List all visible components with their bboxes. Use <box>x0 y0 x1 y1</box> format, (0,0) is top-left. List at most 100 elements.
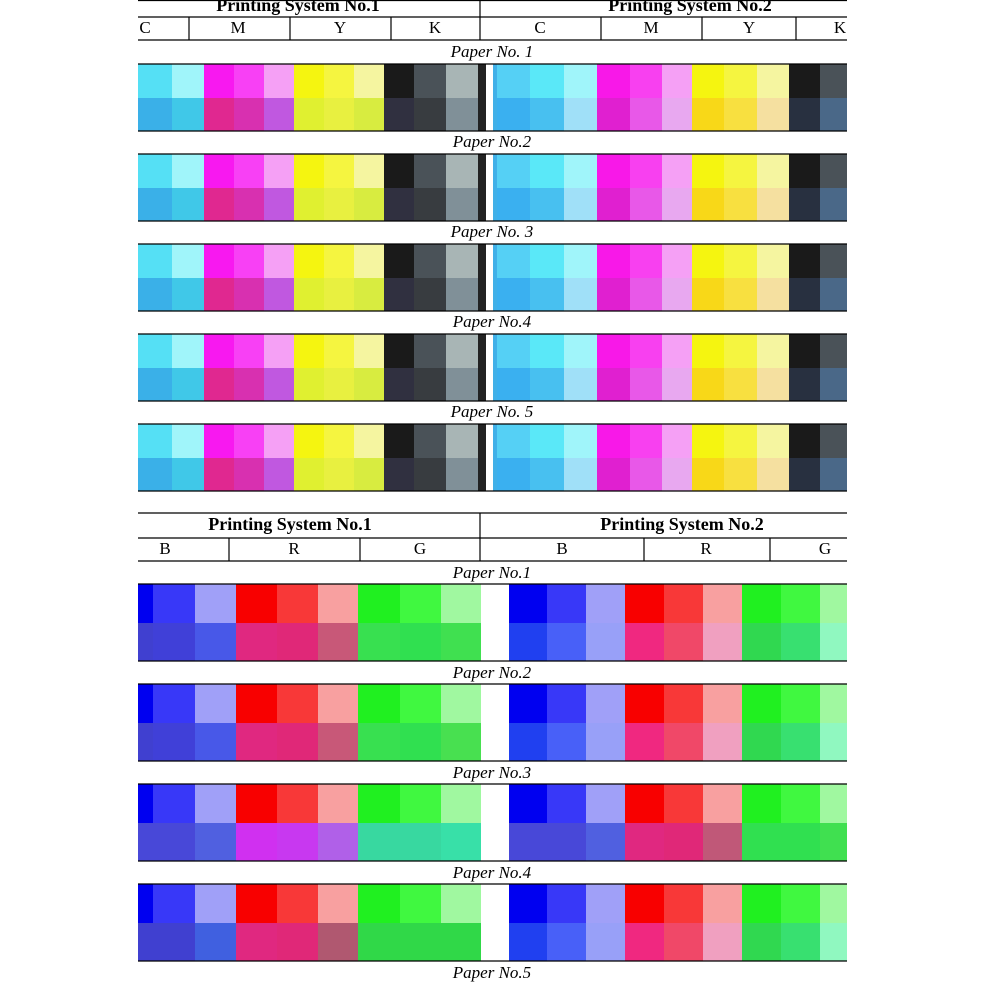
swatch <box>509 584 547 623</box>
swatch <box>354 154 384 188</box>
swatch <box>264 154 294 188</box>
swatch <box>446 244 478 278</box>
swatch <box>692 98 724 131</box>
swatch <box>236 684 277 723</box>
paper-label: Paper No.5 <box>452 963 531 982</box>
swatch <box>446 188 478 221</box>
swatch <box>414 98 446 131</box>
swatch <box>234 334 264 368</box>
swatch <box>324 334 354 368</box>
swatch <box>236 823 277 861</box>
swatch <box>264 368 294 401</box>
swatch <box>264 98 294 131</box>
swatch <box>400 684 441 723</box>
swatch <box>781 584 820 623</box>
swatch <box>781 884 820 923</box>
swatch <box>724 154 757 188</box>
swatch <box>414 244 446 278</box>
swatch <box>358 823 400 861</box>
swatch <box>625 823 664 861</box>
swatch <box>138 784 153 823</box>
swatch <box>138 278 172 311</box>
swatch <box>294 98 324 131</box>
swatch <box>789 424 820 458</box>
swatch <box>625 723 664 761</box>
swatch <box>234 188 264 221</box>
swatch <box>236 584 277 623</box>
swatch <box>384 458 414 491</box>
swatch <box>564 334 597 368</box>
swatch <box>662 368 692 401</box>
swatch <box>414 64 446 98</box>
swatch <box>703 723 742 761</box>
swatch <box>414 278 446 311</box>
swatch <box>138 188 172 221</box>
swatch <box>414 424 446 458</box>
swatch <box>564 278 597 311</box>
swatch <box>414 458 446 491</box>
swatch <box>742 784 781 823</box>
separator <box>478 154 486 221</box>
column-label: B <box>159 539 170 558</box>
swatch <box>384 244 414 278</box>
swatch <box>757 154 789 188</box>
column-label: G <box>819 539 831 558</box>
swatch <box>586 884 625 923</box>
swatch <box>820 424 847 458</box>
swatch <box>742 623 781 661</box>
separator <box>493 244 497 311</box>
swatch <box>630 98 662 131</box>
swatch <box>630 368 662 401</box>
swatch <box>820 98 847 131</box>
swatch <box>324 154 354 188</box>
swatch <box>195 823 236 861</box>
swatch <box>586 784 625 823</box>
swatch <box>530 98 564 131</box>
swatch <box>153 784 195 823</box>
swatch <box>172 98 204 131</box>
swatch <box>625 884 664 923</box>
swatch <box>757 278 789 311</box>
swatch <box>724 244 757 278</box>
swatch <box>724 188 757 221</box>
swatch <box>497 154 530 188</box>
swatch <box>400 923 441 961</box>
swatch <box>318 923 358 961</box>
swatch <box>509 684 547 723</box>
swatch <box>530 334 564 368</box>
swatch <box>277 623 318 661</box>
swatch <box>630 278 662 311</box>
swatch <box>530 64 564 98</box>
swatch <box>664 684 703 723</box>
swatch <box>789 278 820 311</box>
swatch <box>820 923 847 961</box>
swatch <box>692 458 724 491</box>
separator <box>478 334 486 401</box>
swatch <box>400 784 441 823</box>
swatch <box>400 823 441 861</box>
swatch <box>234 424 264 458</box>
swatch <box>294 458 324 491</box>
swatch <box>692 64 724 98</box>
swatch <box>441 584 481 623</box>
swatch <box>318 784 358 823</box>
swatch <box>236 723 277 761</box>
swatch <box>509 723 547 761</box>
swatch <box>564 64 597 98</box>
swatch <box>820 64 847 98</box>
swatch <box>294 334 324 368</box>
swatch <box>703 584 742 623</box>
paper-label: Paper No.4 <box>452 863 532 882</box>
swatch <box>400 584 441 623</box>
swatch <box>597 424 630 458</box>
section-header: Printing System No.1 <box>216 0 380 15</box>
column-label: Y <box>743 18 755 37</box>
swatch <box>277 584 318 623</box>
swatch <box>204 64 234 98</box>
swatch <box>820 334 847 368</box>
figure-content: Printing System No.1 Printing System No.2… <box>138 0 847 982</box>
swatch <box>530 278 564 311</box>
swatch <box>358 623 400 661</box>
swatch <box>354 64 384 98</box>
